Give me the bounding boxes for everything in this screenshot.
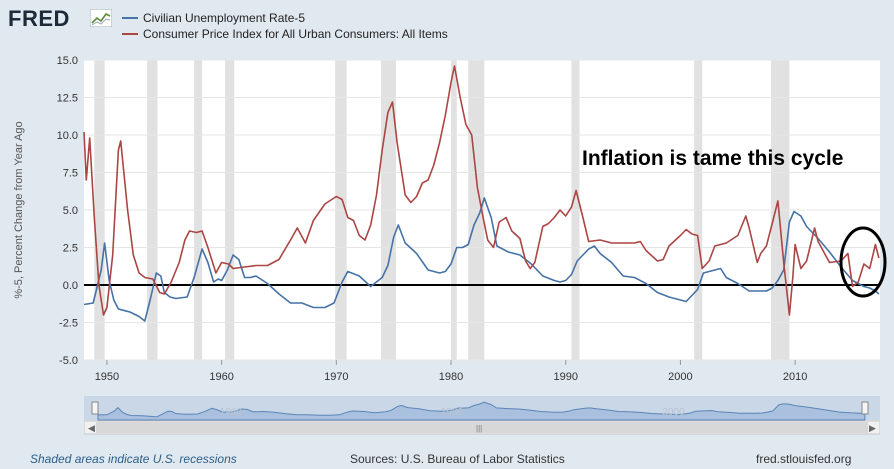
series-lines xyxy=(83,65,880,322)
y-tick-label: -2.5 xyxy=(59,318,78,330)
series-line-unemployment xyxy=(83,197,880,322)
navigator-label: 1980 xyxy=(441,407,464,418)
x-tick-label: 1950 xyxy=(95,371,119,383)
y-axis-ticks: 15.0 12.5 10.0 7.5 5.0 2.5 0.0 -2.5 -5.0 xyxy=(57,55,78,367)
x-tick-label: 2000 xyxy=(668,371,692,383)
y-axis-label: %-5, Percent Change from Year Ago xyxy=(13,121,25,298)
scroll-left-icon[interactable]: ◀ xyxy=(88,423,95,433)
y-tick-label: -5.0 xyxy=(59,355,78,367)
legend-item-unemployment[interactable]: Civilian Unemployment Rate-5 xyxy=(122,11,305,25)
legend-label-unemployment: Civilian Unemployment Rate-5 xyxy=(143,11,306,25)
scrollbar-thumb[interactable] xyxy=(96,422,868,433)
y-tick-label: 10.0 xyxy=(57,130,78,142)
y-tick-label: 2.5 xyxy=(63,243,78,255)
fred-logo-chart-icon xyxy=(90,9,112,27)
range-navigator[interactable]: 1960 1980 2000 ◀ ▶ ||| xyxy=(84,396,880,436)
x-axis-ticks: 1950 1960 1970 1980 1990 2000 2010 xyxy=(95,360,807,383)
scroll-right-icon[interactable]: ▶ xyxy=(869,423,876,433)
sources-text: Sources: U.S. Bureau of Labor Statistics xyxy=(350,452,565,466)
x-tick-label: 1970 xyxy=(324,371,348,383)
navigator-label: 1960 xyxy=(220,407,243,418)
site-link[interactable]: fred.stlouisfed.org xyxy=(756,452,852,466)
navigator-right-handle[interactable] xyxy=(861,401,869,415)
annotation-circle xyxy=(839,226,887,298)
y-tick-label: 15.0 xyxy=(57,55,78,67)
navigator-left-handle[interactable] xyxy=(91,401,99,415)
chart-annotation: Inflation is tame this cycle xyxy=(582,147,843,170)
fred-logo[interactable]: FRED xyxy=(8,6,70,31)
x-tick-label: 1980 xyxy=(439,371,463,383)
legend-item-cpi[interactable]: Consumer Price Index for All Urban Consu… xyxy=(122,27,448,41)
navigator-labels: 1960 1980 2000 xyxy=(220,407,685,418)
y-tick-label: 12.5 xyxy=(57,93,78,105)
navigator-area xyxy=(97,401,866,421)
recession-note: Shaded areas indicate U.S. recessions xyxy=(30,452,237,466)
x-tick-label: 2010 xyxy=(783,371,807,383)
legend-swatch-unemployment xyxy=(122,17,138,19)
scrollbar-grip-icon[interactable]: ||| xyxy=(476,424,482,433)
y-tick-label: 7.5 xyxy=(63,168,78,180)
x-tick-label: 1960 xyxy=(209,371,233,383)
y-tick-label: 0.0 xyxy=(63,280,78,292)
navigator-label: 2000 xyxy=(662,407,685,418)
series-line-cpi xyxy=(83,65,880,316)
line-chart: 15.0 12.5 10.0 7.5 5.0 2.5 0.0 -2.5 -5.0 1950 196… xyxy=(13,55,887,383)
y-tick-label: 5.0 xyxy=(63,205,78,217)
x-tick-label: 1990 xyxy=(553,371,577,383)
legend-label-cpi: Consumer Price Index for All Urban Consu… xyxy=(143,27,448,41)
gridlines xyxy=(84,59,880,361)
legend-swatch-cpi xyxy=(122,33,138,35)
